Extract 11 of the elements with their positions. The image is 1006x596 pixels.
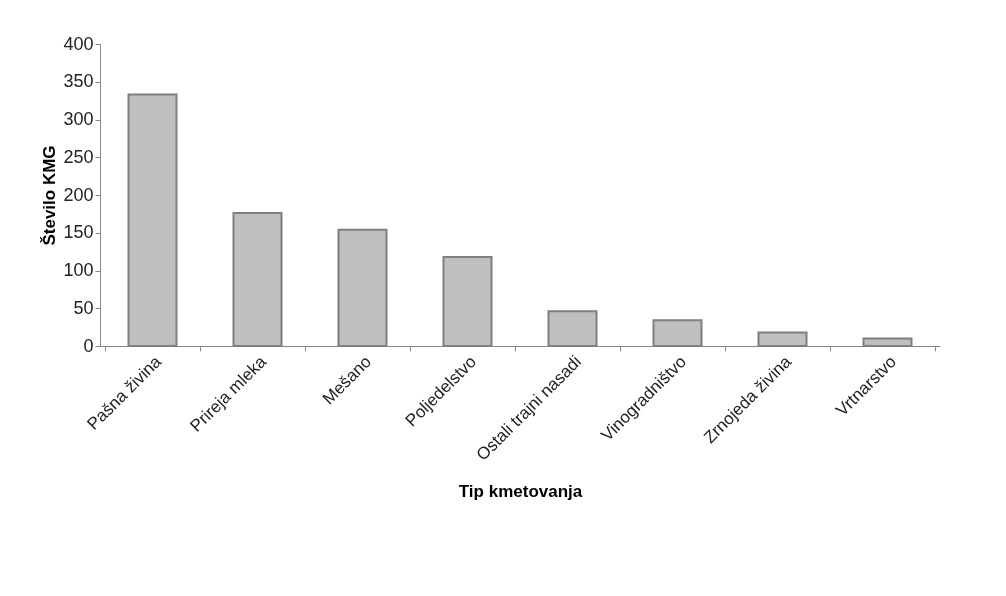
y-tick-label: 50 <box>73 297 94 318</box>
y-axis-title: Število KMG <box>40 145 60 246</box>
y-tick-label: 350 <box>63 71 94 92</box>
x-axis-title: Tip kmetovanja <box>458 481 583 501</box>
y-tick-label: 400 <box>63 33 94 54</box>
y-tick-label: 0 <box>83 335 94 356</box>
y-tick-label: 250 <box>63 146 94 167</box>
y-tick-label: 100 <box>63 260 94 280</box>
y-tick-label: 300 <box>63 109 94 129</box>
y-tick-label: 150 <box>63 222 94 243</box>
y-tick-label: 200 <box>63 184 94 205</box>
